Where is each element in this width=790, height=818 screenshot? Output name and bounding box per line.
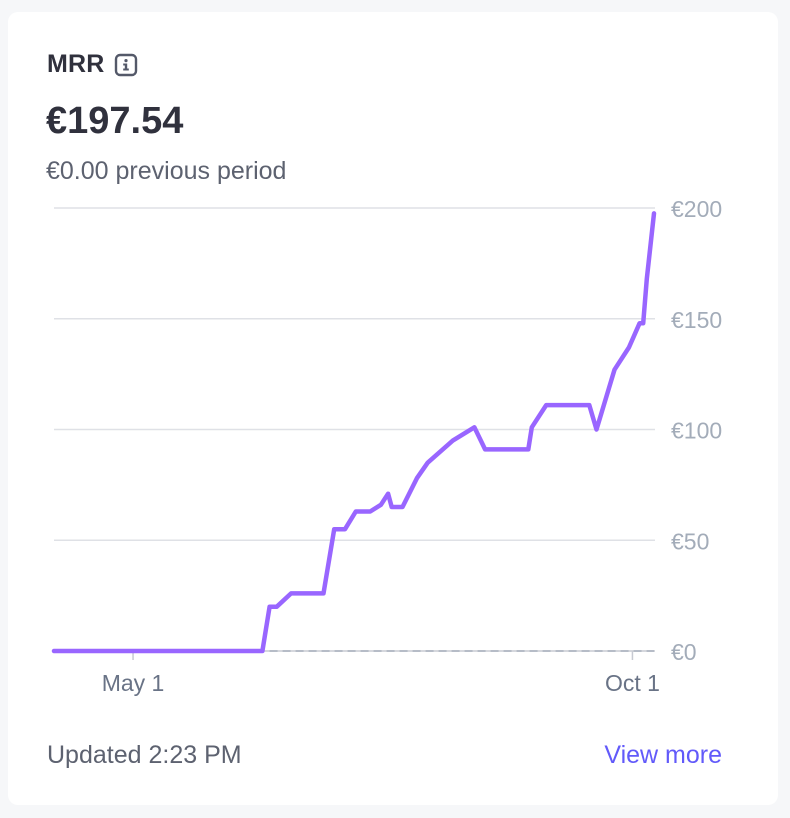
y-tick-label: €0 (671, 639, 697, 665)
view-more-link[interactable]: View more (604, 741, 722, 769)
y-tick-label: €50 (671, 528, 709, 554)
mrr-series-line (51, 211, 657, 654)
y-tick-label: €150 (671, 307, 722, 333)
y-tick-label: €100 (671, 418, 722, 444)
mrr-card: MRR €197.54 €0.00 previous period Update… (8, 12, 778, 805)
updated-time: Updated 2:23 PM (47, 741, 242, 769)
y-tick-label: €200 (671, 196, 722, 222)
x-tick-label: Oct 1 (605, 670, 660, 696)
x-tick-label: May 1 (102, 670, 165, 696)
mrr-value: €197.54 (46, 100, 184, 142)
card-header: MRR (47, 50, 138, 79)
info-icon[interactable] (114, 53, 138, 77)
card-title: MRR (47, 50, 105, 78)
previous-period: €0.00 previous period (46, 157, 287, 185)
